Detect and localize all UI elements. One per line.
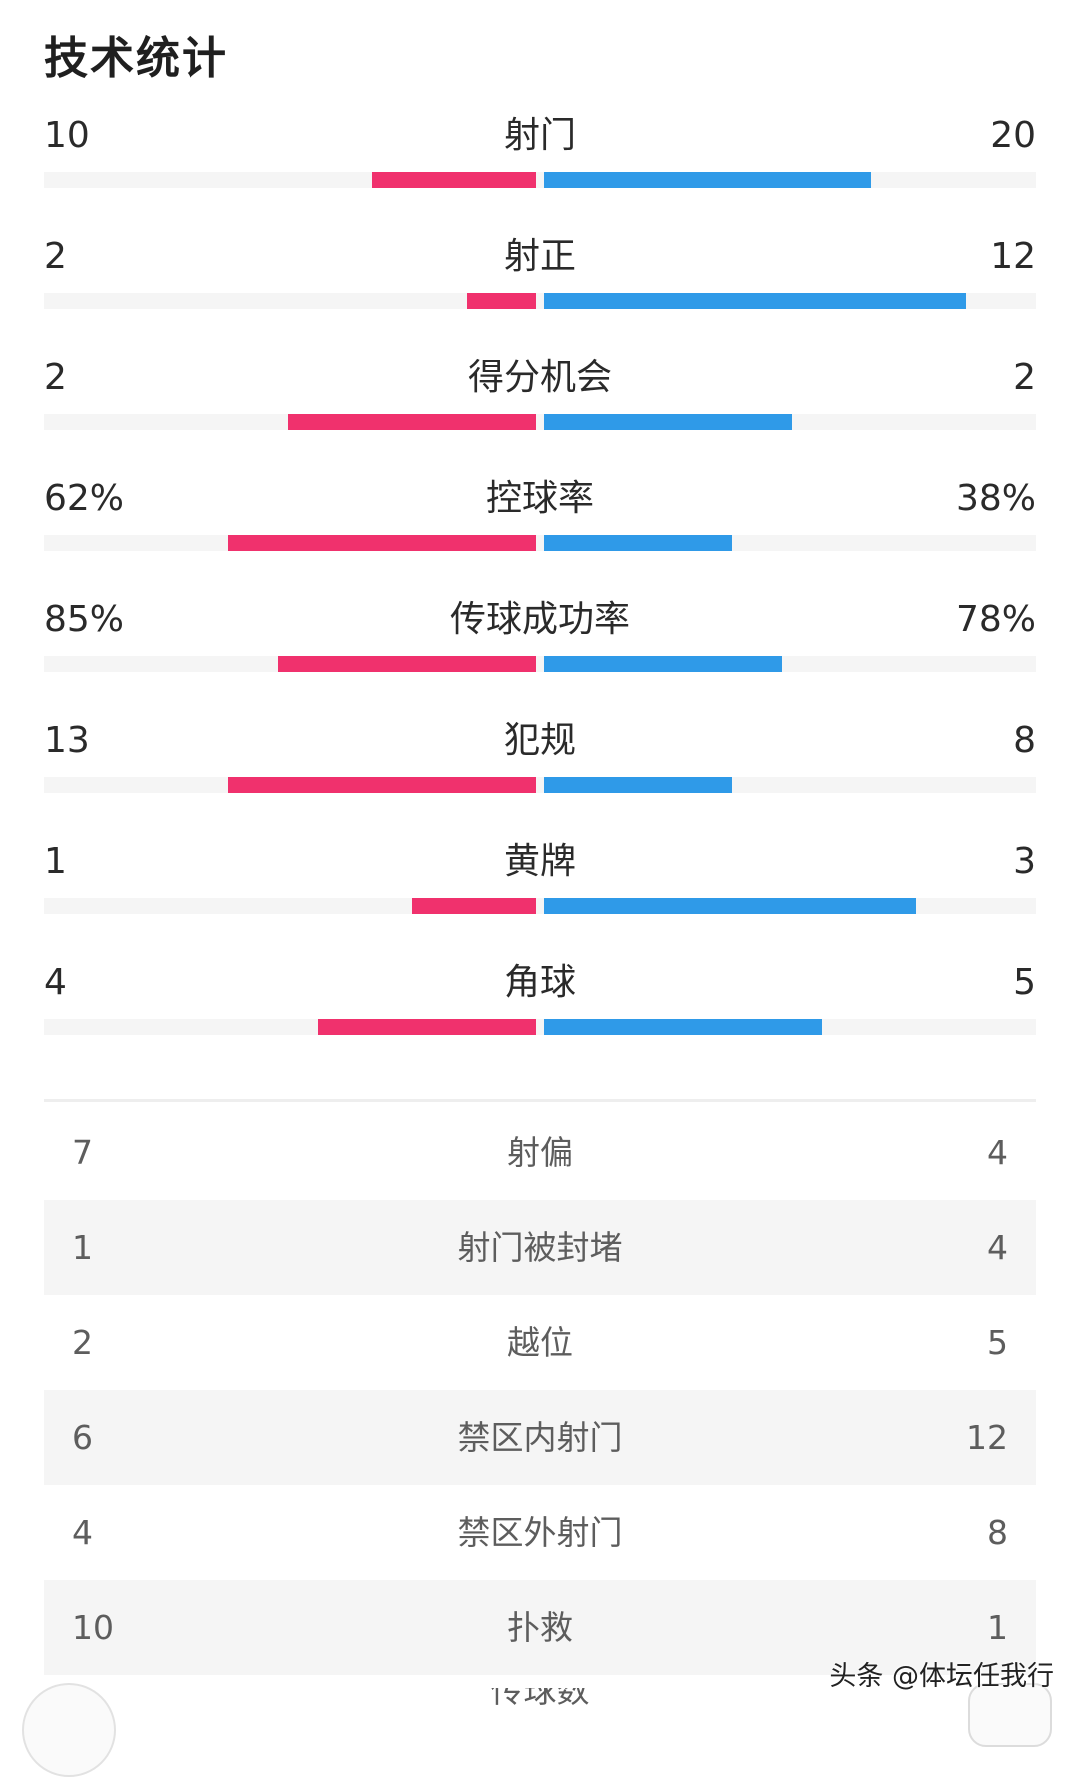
away-value: 78% <box>955 599 1036 640</box>
partial-stat-label: 传球数 <box>490 1688 590 1710</box>
home-bar <box>372 172 536 188</box>
away-value: 12 <box>990 236 1036 277</box>
stat-label: 传球成功率 <box>449 599 630 640</box>
away-value: 2 <box>1013 357 1036 398</box>
away-bar <box>544 777 732 793</box>
away-bar <box>544 898 916 914</box>
away-bar <box>544 656 782 672</box>
home-value: 10 <box>44 115 90 156</box>
stat-label: 射偏 <box>507 1133 573 1172</box>
away-value: 3 <box>1013 841 1036 882</box>
stat-label: 控球率 <box>485 478 594 519</box>
stat-label: 扑救 <box>507 1608 573 1647</box>
avatar[interactable] <box>22 1683 116 1777</box>
stat-label: 犯规 <box>503 720 576 761</box>
home-value: 4 <box>44 962 67 1003</box>
away-bar <box>544 172 871 188</box>
home-value: 4 <box>72 1513 93 1552</box>
stat-label: 射门被封堵 <box>457 1228 623 1267</box>
stat-row: 4 角球 5 <box>0 947 1080 1068</box>
away-value: 5 <box>1013 962 1036 1003</box>
home-bar <box>278 656 536 672</box>
stat-label: 角球 <box>503 962 576 1003</box>
home-value: 7 <box>72 1133 93 1172</box>
page-title: 技术统计 <box>44 33 228 84</box>
stat-bar-track <box>44 414 1036 430</box>
home-value: 10 <box>72 1608 114 1647</box>
stat-bar-track <box>44 172 1036 188</box>
away-value: 8 <box>1013 720 1036 761</box>
stat-row: 2 射正 12 <box>0 221 1080 342</box>
stat-bar-track <box>44 535 1036 551</box>
stat-label: 黄牌 <box>503 841 576 882</box>
stat-row: 1 黄牌 3 <box>0 826 1080 947</box>
away-value: 12 <box>966 1418 1008 1457</box>
stat-label: 射门 <box>503 115 576 156</box>
stat-row: 62% 控球率 38% <box>0 463 1080 584</box>
table-row: 6 禁区内射门 12 <box>44 1390 1036 1485</box>
home-value: 62% <box>44 478 125 519</box>
home-value: 6 <box>72 1418 93 1457</box>
table-row: 4 禁区外射门 8 <box>44 1485 1036 1580</box>
away-bar <box>544 414 792 430</box>
home-value: 2 <box>44 357 67 398</box>
away-value: 20 <box>990 115 1036 156</box>
away-bar <box>544 535 732 551</box>
away-value: 38% <box>955 478 1036 519</box>
stat-row: 85% 传球成功率 78% <box>0 584 1080 705</box>
away-value: 5 <box>987 1323 1008 1362</box>
home-value: 1 <box>72 1228 93 1267</box>
partial-stat-row: 传球数 <box>0 1688 1080 1713</box>
home-bar <box>412 898 536 914</box>
away-bar <box>544 293 966 309</box>
table-row: 2 越位 5 <box>44 1295 1036 1390</box>
away-value: 4 <box>987 1133 1008 1172</box>
table-row: 1 射门被封堵 4 <box>44 1200 1036 1295</box>
stat-row: 10 射门 20 <box>0 100 1080 221</box>
home-value: 2 <box>44 236 67 277</box>
table-row: 7 射偏 4 <box>44 1105 1036 1200</box>
watermark-text: 头条 @体坛任我行 <box>829 1661 1054 1692</box>
away-value: 4 <box>987 1228 1008 1267</box>
stat-label: 禁区外射门 <box>457 1513 623 1552</box>
section-divider <box>44 1099 1036 1102</box>
home-value: 85% <box>44 599 125 640</box>
home-bar <box>467 293 536 309</box>
home-bar <box>228 777 536 793</box>
home-bar <box>288 414 536 430</box>
stat-label: 越位 <box>507 1323 573 1362</box>
stat-bar-track <box>44 1019 1036 1035</box>
away-bar <box>544 1019 822 1035</box>
home-value: 1 <box>44 841 67 882</box>
table-row: 10 扑救 1 <box>44 1580 1036 1675</box>
stat-label: 禁区内射门 <box>457 1418 623 1457</box>
home-bar <box>228 535 536 551</box>
away-value: 8 <box>987 1513 1008 1552</box>
away-value: 1 <box>987 1608 1008 1647</box>
stat-bar-track <box>44 777 1036 793</box>
home-value: 2 <box>72 1323 93 1362</box>
home-value: 13 <box>44 720 90 761</box>
stat-row: 13 犯规 8 <box>0 705 1080 826</box>
stat-row: 2 得分机会 2 <box>0 342 1080 463</box>
home-bar <box>318 1019 536 1035</box>
stat-label: 得分机会 <box>467 357 612 398</box>
stat-label: 射正 <box>503 236 576 277</box>
stat-bar-track <box>44 656 1036 672</box>
